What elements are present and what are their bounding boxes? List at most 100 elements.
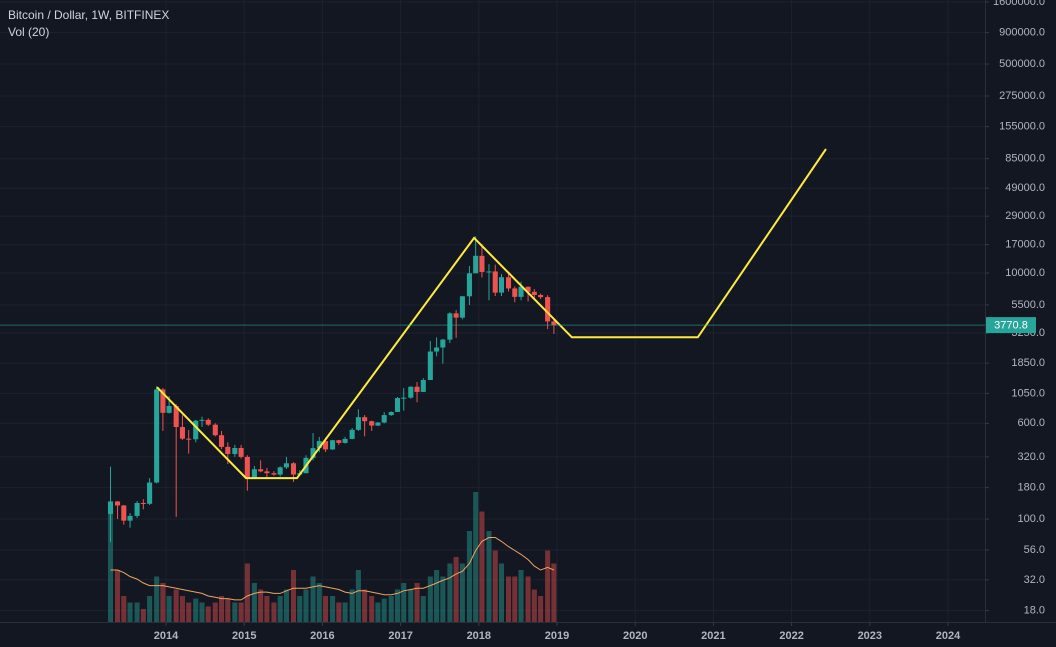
candle-body xyxy=(512,288,518,297)
y-tick-label: 29000.0 xyxy=(1005,210,1045,222)
volume-bar xyxy=(473,492,479,622)
y-tick-label: 500000.0 xyxy=(999,58,1045,70)
x-tick-label: 2015 xyxy=(232,630,256,642)
candle-body xyxy=(342,438,348,443)
y-tick-label: 32.0 xyxy=(1024,574,1045,586)
candle-body xyxy=(388,411,394,416)
volume-bar xyxy=(447,563,453,622)
volume-bar xyxy=(140,609,146,622)
y-tick-label: 155000.0 xyxy=(999,121,1045,133)
volume-bar xyxy=(375,602,381,622)
candle-body xyxy=(369,421,375,426)
candle-body xyxy=(271,473,277,475)
volume-bar xyxy=(264,596,270,622)
volume-bar xyxy=(388,596,394,622)
y-tick-label: 275000.0 xyxy=(999,90,1045,102)
volume-bar xyxy=(466,531,472,622)
candle-body xyxy=(258,469,264,472)
candle-body xyxy=(323,441,329,450)
volume-bar xyxy=(349,589,355,622)
y-tick-label: 1050.0 xyxy=(1011,387,1045,399)
candle-body xyxy=(447,313,453,340)
candle-body xyxy=(434,347,440,352)
volume-bar xyxy=(394,589,401,622)
candle-body xyxy=(264,471,270,474)
x-tick-label: 2018 xyxy=(467,630,491,642)
volume-bar xyxy=(525,576,531,622)
candle-body xyxy=(492,271,498,293)
volume-bar xyxy=(199,602,205,622)
volume-bar xyxy=(381,598,387,622)
candle-body xyxy=(440,339,446,348)
y-tick-label: 56.0 xyxy=(1024,544,1045,556)
x-tick-label: 2017 xyxy=(388,630,412,642)
volume-bar xyxy=(551,563,557,622)
last-price-box xyxy=(986,317,1036,334)
x-tick-label: 2024 xyxy=(936,630,961,642)
candle-body xyxy=(199,419,205,421)
volume-bar xyxy=(193,598,199,622)
volume-bar xyxy=(232,602,238,622)
candle-body xyxy=(466,273,472,297)
last-price-label: 3770.8 xyxy=(994,320,1028,332)
candle-body xyxy=(355,417,361,430)
volume-bar xyxy=(179,596,185,622)
volume-bar xyxy=(290,570,297,622)
candle-body xyxy=(166,405,172,413)
volume-bar xyxy=(121,596,127,622)
volume-bar xyxy=(115,570,121,622)
volume-bar xyxy=(362,589,368,622)
candle-body xyxy=(225,446,231,454)
y-tick-label: 85000.0 xyxy=(1005,153,1045,165)
candle-body xyxy=(147,482,153,504)
x-tick-label: 2014 xyxy=(154,630,179,642)
volume-bar xyxy=(277,596,283,622)
candle-body xyxy=(115,501,121,506)
candle-body xyxy=(212,424,218,436)
chart-title: Bitcoin / Dollar, 1W, BITFINEX xyxy=(8,8,169,22)
volume-bar xyxy=(244,563,250,622)
candle-body xyxy=(381,415,387,423)
volume-bar xyxy=(147,596,153,622)
volume-bar xyxy=(173,589,179,622)
candle-body xyxy=(401,397,407,399)
volume-bar xyxy=(283,589,289,622)
candle-body xyxy=(160,389,166,413)
volume-bar xyxy=(225,598,231,622)
volume-bar xyxy=(166,596,172,622)
volume-bar xyxy=(186,602,192,622)
candle-body xyxy=(179,426,185,439)
volume-bar xyxy=(355,570,361,622)
candle-body xyxy=(154,389,160,483)
candle-body xyxy=(134,502,140,516)
candle-body xyxy=(316,441,322,449)
volume-bar xyxy=(154,576,160,622)
volume-bar xyxy=(545,550,551,622)
volume-bar xyxy=(518,570,524,622)
y-tick-label: 900000.0 xyxy=(999,27,1045,39)
x-tick-label: 2020 xyxy=(623,630,647,642)
candle-body xyxy=(121,505,127,521)
candle-body xyxy=(349,429,355,439)
candle-body xyxy=(107,501,114,514)
candle-body xyxy=(505,277,512,289)
volume-bar xyxy=(342,602,348,622)
candle-body xyxy=(375,422,381,426)
candle-body xyxy=(336,440,342,443)
candle-body xyxy=(330,440,336,450)
candle-body xyxy=(408,386,414,398)
y-tick-label: 100.0 xyxy=(1017,513,1045,525)
volume-bar xyxy=(498,563,505,622)
candle-body xyxy=(551,321,557,326)
volume-bar xyxy=(414,583,420,622)
candle-body xyxy=(310,448,316,458)
x-tick-label: 2021 xyxy=(701,630,725,642)
y-tick-label: 10000.0 xyxy=(1005,267,1045,279)
volume-bar xyxy=(160,583,166,622)
candle-body xyxy=(173,405,179,427)
candle-body xyxy=(525,286,531,292)
candle-body xyxy=(127,515,133,521)
volume-ma-line xyxy=(110,537,555,601)
